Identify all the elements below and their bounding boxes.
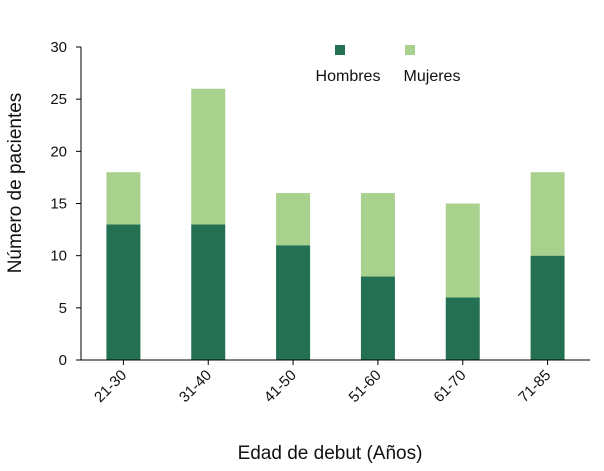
- x-tick-label: 31-40: [176, 367, 215, 406]
- bar-hombres-71-85: [530, 255, 565, 360]
- bar-mujeres-51-60: [360, 193, 395, 277]
- y-tick-label: 0: [59, 352, 67, 369]
- x-tick-label: 21-30: [91, 367, 130, 406]
- y-tick-label: 25: [50, 91, 67, 108]
- legend: Hombres Mujeres: [316, 45, 461, 85]
- x-tick-label: 61-70: [430, 367, 469, 406]
- x-tick-label: 41-50: [261, 367, 300, 406]
- y-tick-label: 15: [50, 196, 67, 213]
- bar-mujeres-21-30: [106, 172, 141, 225]
- x-tick-label: 71-85: [515, 367, 554, 406]
- bar-hombres-31-40: [191, 224, 226, 360]
- bar-hombres-61-70: [445, 297, 480, 360]
- bar-hombres-21-30: [106, 224, 141, 360]
- bars-group: [106, 88, 565, 360]
- y-axis-ticks: 0 5 10 15 20 25 30: [50, 39, 81, 369]
- x-tick-label: 51-60: [346, 367, 385, 406]
- y-tick-label: 30: [50, 39, 67, 56]
- bar-mujeres-31-40: [191, 88, 226, 225]
- legend-label-hombres: Hombres: [316, 68, 381, 85]
- y-axis-title: Número de pacientes: [5, 93, 26, 274]
- x-axis-ticks: 21-30 31-40 41-50 51-60 61-70 71-85: [91, 360, 554, 406]
- bar-mujeres-41-50: [276, 193, 311, 246]
- bar-mujeres-61-70: [445, 203, 480, 298]
- legend-label-mujeres: Mujeres: [404, 68, 461, 85]
- y-tick-label: 10: [50, 248, 67, 265]
- bar-hombres-51-60: [360, 276, 395, 360]
- y-tick-label: 20: [50, 143, 67, 160]
- y-tick-label: 5: [59, 300, 67, 317]
- legend-swatch-mujeres: [405, 45, 415, 55]
- x-axis-title: Edad de debut (Años): [238, 443, 423, 464]
- bar-hombres-41-50: [276, 245, 311, 360]
- bar-mujeres-71-85: [530, 172, 565, 256]
- legend-swatch-hombres: [335, 45, 345, 55]
